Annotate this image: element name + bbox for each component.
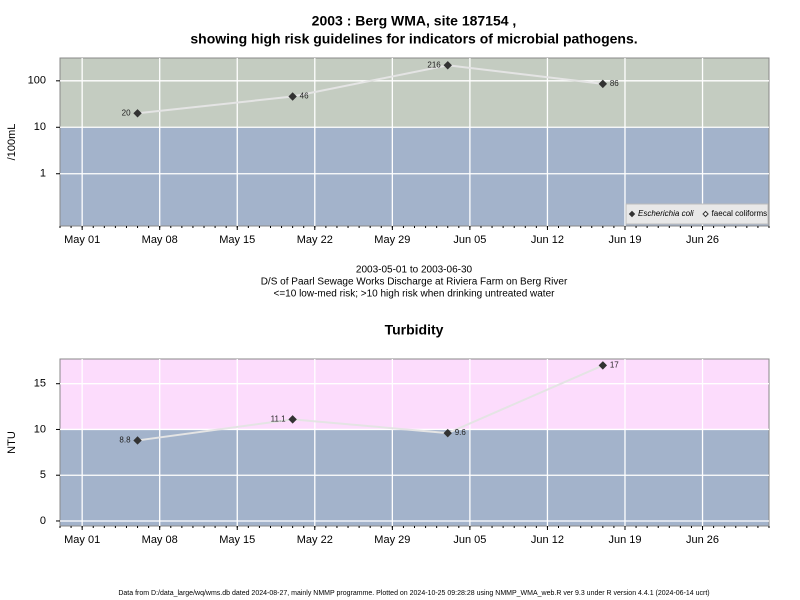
low-risk-band bbox=[60, 429, 769, 526]
x-tick-label: May 29 bbox=[374, 234, 410, 246]
y-tick-label: 100 bbox=[28, 75, 46, 87]
caption: <=10 low-med risk; >10 high risk when dr… bbox=[274, 289, 556, 300]
caption: D/S of Paarl Sewage Works Discharge at R… bbox=[261, 277, 568, 288]
legend-label: faecal coliforms bbox=[712, 209, 768, 218]
x-tick-label: May 22 bbox=[297, 534, 333, 546]
point bbox=[133, 436, 142, 445]
legend-marker bbox=[702, 210, 709, 218]
series-line bbox=[137, 64, 603, 115]
point bbox=[288, 92, 297, 101]
high-risk-band bbox=[60, 359, 769, 430]
chart-title: showing high risk guidelines for indicat… bbox=[190, 31, 637, 47]
x-tick-label: May 15 bbox=[219, 234, 255, 246]
legend-box bbox=[625, 203, 769, 225]
data-label: 11.1 bbox=[271, 415, 287, 424]
x-tick-label: May 08 bbox=[142, 534, 178, 546]
x-tick-label: Jun 12 bbox=[531, 234, 564, 246]
x-tick-label: May 22 bbox=[297, 234, 333, 246]
data-label: 8.8 bbox=[119, 436, 131, 445]
legend-marker bbox=[628, 210, 636, 218]
x-tick-label: Jun 19 bbox=[608, 534, 641, 546]
y-tick-label: 10 bbox=[34, 423, 46, 435]
y-axis-label: NTU bbox=[6, 431, 18, 454]
x-tick-label: Jun 26 bbox=[686, 534, 719, 546]
y-tick-label: 10 bbox=[34, 121, 46, 133]
series-line bbox=[137, 364, 604, 442]
data-label: 86 bbox=[610, 79, 619, 88]
caption: 2003-05-01 to 2003-06-30 bbox=[356, 265, 473, 276]
y-tick-label: 15 bbox=[34, 378, 46, 390]
high-risk-band bbox=[60, 58, 769, 128]
point bbox=[598, 79, 608, 89]
x-tick-label: Jun 12 bbox=[531, 534, 564, 546]
x-tick-label: Jun 05 bbox=[453, 534, 486, 546]
chart-title: 2003 : Berg WMA, site 187154 , bbox=[312, 13, 517, 29]
point bbox=[288, 415, 297, 424]
x-tick-label: Jun 05 bbox=[453, 234, 486, 246]
data-label: 17 bbox=[610, 361, 619, 370]
y-tick-label: 5 bbox=[40, 469, 46, 481]
x-tick-label: May 01 bbox=[64, 534, 100, 546]
point bbox=[598, 361, 608, 370]
legend-label: Escherichia coli bbox=[638, 209, 694, 218]
x-tick-label: May 29 bbox=[374, 534, 410, 546]
x-tick-label: May 01 bbox=[64, 234, 100, 246]
data-label: 9.6 bbox=[455, 428, 467, 437]
point bbox=[133, 109, 142, 118]
data-label: 20 bbox=[122, 108, 131, 117]
point bbox=[443, 428, 452, 438]
y-axis-label: /100mL bbox=[6, 124, 18, 161]
x-tick-label: May 15 bbox=[219, 534, 255, 546]
y-tick-label: 1 bbox=[40, 168, 46, 180]
chart-title: Turbidity bbox=[385, 322, 444, 338]
x-tick-label: Jun 19 bbox=[608, 234, 641, 246]
footer: Data from D:/data_large/wq/wms.db dated … bbox=[118, 590, 709, 597]
x-tick-label: May 08 bbox=[142, 234, 178, 246]
x-tick-label: Jun 26 bbox=[686, 234, 719, 246]
data-label: 216 bbox=[427, 60, 441, 69]
point bbox=[443, 61, 452, 70]
y-tick-label: 0 bbox=[40, 515, 46, 527]
data-label: 46 bbox=[300, 92, 309, 101]
